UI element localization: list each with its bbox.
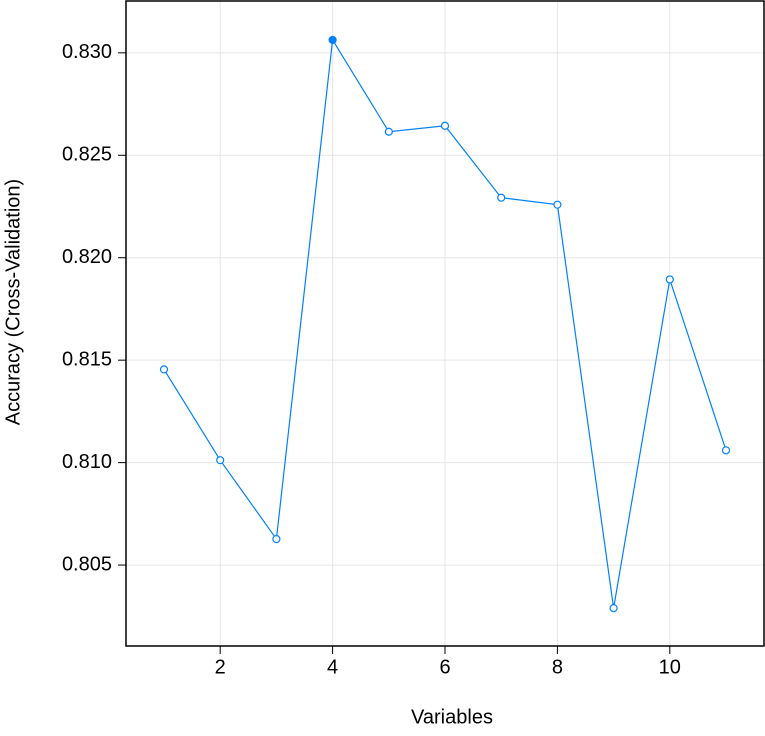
data-point [159, 365, 169, 374]
data-point [440, 121, 450, 130]
x-tick-label: 2 [215, 656, 226, 678]
data-point [721, 446, 731, 455]
y-tick-label: 0.820 [62, 246, 112, 268]
data-point [384, 127, 393, 136]
y-tick-label: 0.815 [62, 348, 112, 370]
x-tick-label: 4 [327, 656, 338, 678]
x-tick-label: 10 [659, 656, 681, 678]
data-point [609, 603, 618, 613]
data-point [553, 200, 562, 209]
y-tick-label: 0.805 [62, 553, 112, 575]
y-tick-label: 0.830 [62, 41, 112, 63]
y-tick-label: 0.825 [62, 144, 112, 166]
y-tick-label: 0.810 [62, 451, 112, 473]
x-tick-label: 8 [552, 656, 563, 678]
data-point [328, 35, 337, 45]
y-axis-label: Accuracy (Cross-Validation) [2, 179, 24, 425]
data-point [497, 193, 506, 202]
x-tick-label: 6 [439, 656, 450, 678]
data-point [272, 534, 281, 544]
data-point [216, 456, 225, 465]
plot-frame [125, 0, 765, 647]
data-point [665, 275, 674, 284]
x-axis-label: Variables [411, 706, 493, 728]
